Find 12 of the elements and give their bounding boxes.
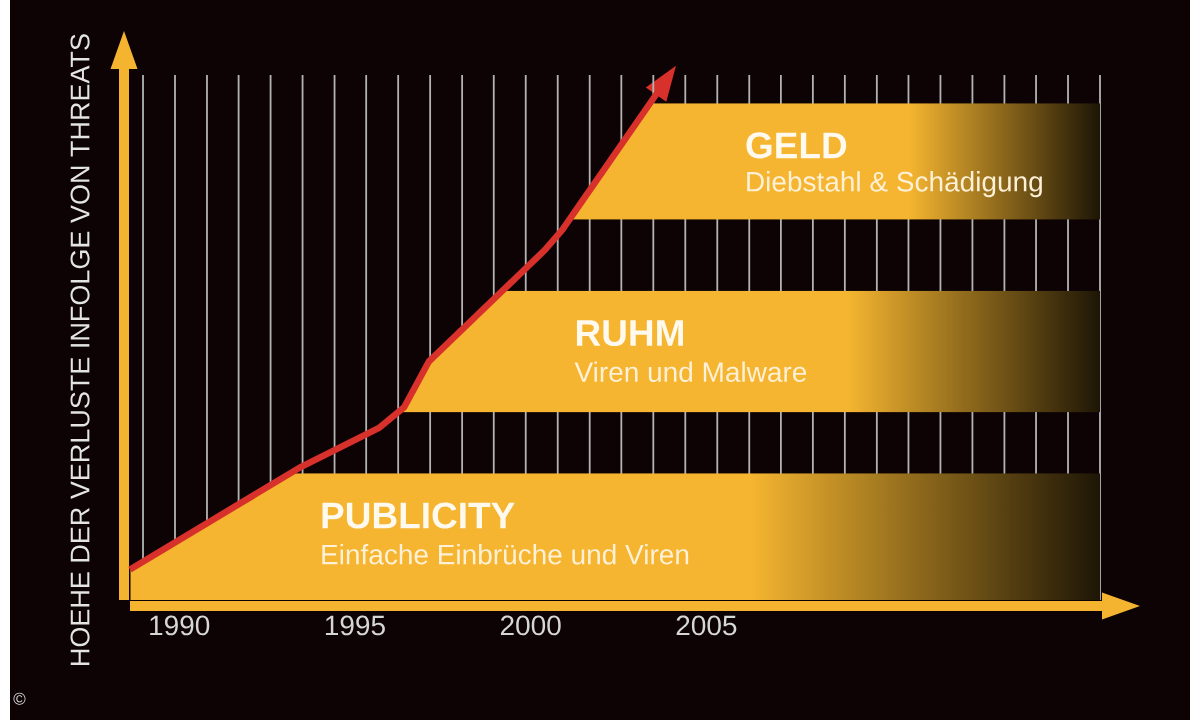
x-tick-label: 2005 — [676, 615, 737, 636]
band-label: RUHM — [576, 320, 683, 347]
x-tick-label: 2000 — [500, 615, 561, 636]
text: © — [13, 692, 26, 705]
annotation: Diebstahl & Schädigung — [747, 171, 1042, 198]
y-axis-title: HOEHE DER VERLUSTE INFOLGE VON THREATS — [70, 34, 90, 665]
x-tick-label: 1995 — [325, 615, 385, 636]
x-tick-label: 1990 — [150, 615, 210, 636]
band-label: GELD — [746, 132, 847, 159]
band-label: PUBLICITY — [322, 502, 515, 529]
annotation: Viren und Malware — [574, 361, 807, 382]
annotation: Einfache Einbrüche und Viren — [322, 543, 689, 565]
